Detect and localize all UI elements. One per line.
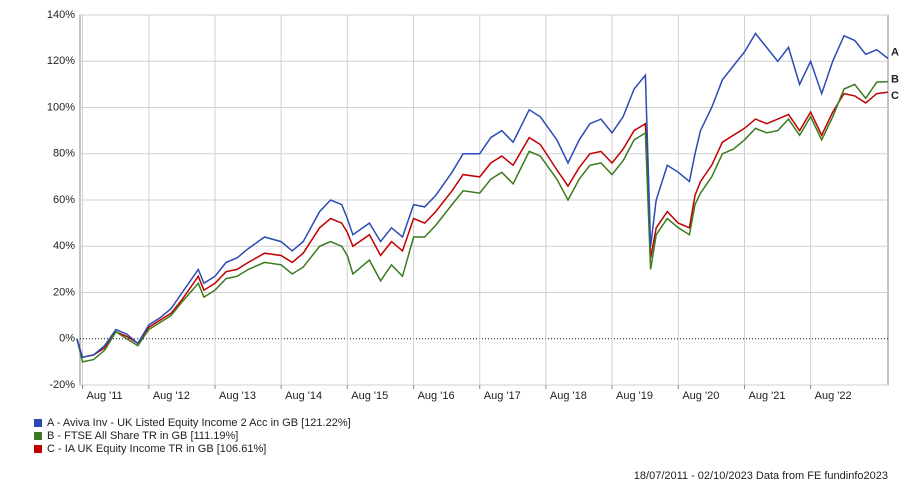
footer: 18/07/2011 - 02/10/2023 Data from FE fun… <box>634 470 888 482</box>
end-label: C <box>891 90 899 102</box>
x-tick-label: Aug '21 <box>748 390 785 402</box>
x-tick-label: Aug '17 <box>484 390 521 402</box>
y-tick-label: 120% <box>47 55 75 67</box>
end-label: B <box>891 74 899 86</box>
y-tick-label: 0% <box>59 333 75 345</box>
y-tick-label: 100% <box>47 101 75 113</box>
x-tick-label: Aug '14 <box>285 390 322 402</box>
y-tick-label: 60% <box>53 194 75 206</box>
legend-swatch <box>34 445 42 453</box>
series-line <box>76 91 888 359</box>
end-label: A <box>891 46 899 58</box>
x-tick-label: Aug '13 <box>219 390 256 402</box>
y-tick-label: -20% <box>49 379 75 391</box>
x-tick-label: Aug '15 <box>351 390 388 402</box>
x-tick-label: Aug '20 <box>682 390 719 402</box>
legend-swatch <box>34 432 42 440</box>
legend-label: B - FTSE All Share TR in GB [111.19%] <box>47 430 238 442</box>
x-tick-label: Aug '12 <box>153 390 190 402</box>
series-line <box>76 32 889 359</box>
y-tick-label: 140% <box>47 9 75 21</box>
legend-swatch <box>34 419 42 427</box>
x-tick-label: Aug '18 <box>550 390 587 402</box>
x-tick-label: Aug '19 <box>616 390 653 402</box>
x-tick-label: Aug '22 <box>815 390 852 402</box>
y-tick-label: 20% <box>53 286 75 298</box>
series-line <box>76 80 888 363</box>
x-tick-label: Aug '11 <box>87 390 123 402</box>
y-tick-label: 40% <box>53 240 75 252</box>
legend-label: A - Aviva Inv - UK Listed Equity Income … <box>47 417 351 429</box>
y-tick-label: 80% <box>53 148 75 160</box>
x-tick-label: Aug '16 <box>418 390 455 402</box>
legend-label: C - IA UK Equity Income TR in GB [106.61… <box>47 443 266 455</box>
